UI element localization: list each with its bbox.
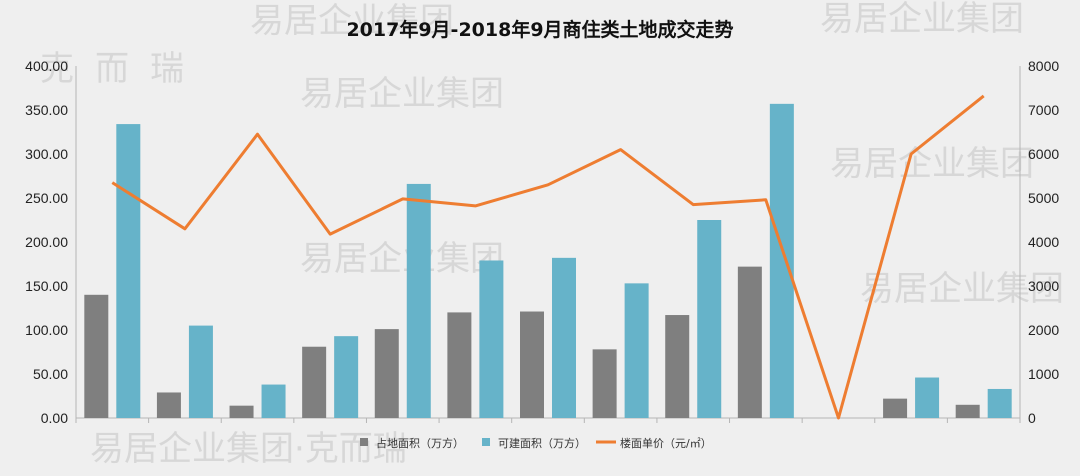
legend-label: 楼面单价（元/㎡） (620, 436, 712, 450)
bar-buildable-area (188, 325, 213, 418)
line-floor-price (111, 94, 985, 420)
y-right-tick-label: 3000 (1028, 278, 1059, 294)
watermark-text-3: 易居企业集团 (830, 144, 1034, 184)
bar-buildable-area (116, 124, 141, 418)
y-right-tick-label: 4000 (1028, 234, 1059, 250)
legend-swatch (482, 438, 490, 446)
bar-buildable-area (406, 183, 431, 418)
bar-buildable-area (334, 336, 359, 418)
watermark-text-4: 易居企业集团 (300, 239, 504, 279)
y-left-tick-label: 400.00 (25, 58, 68, 74)
y-right-tick-label: 6000 (1028, 146, 1059, 162)
bar-land-area (883, 398, 908, 418)
watermark-text-1: 易居企业集团 (250, 1, 454, 41)
bar-buildable-area (987, 388, 1012, 418)
y-left-tick-label: 250.00 (25, 190, 68, 206)
bar-buildable-area (769, 103, 794, 418)
y-left-tick-label: 100.00 (25, 322, 68, 338)
bar-buildable-area (915, 377, 940, 418)
y-right-tick-labels: 0 1000 2000 3000 4000 5000 6000 7000 8000 (1028, 58, 1059, 426)
watermark-text-5: 易居企业集团 (860, 269, 1064, 309)
bar-land-area (374, 329, 399, 418)
y-left-tick-label: 300.00 (25, 146, 68, 162)
bar-land-area (302, 346, 327, 418)
chart-title: 2017年9月-2018年9月商住类土地成交走势 (346, 18, 733, 41)
legend-label: 可建面积（万方） (498, 436, 586, 450)
y-left-tick-label: 150.00 (25, 278, 68, 294)
bar-land-area (665, 315, 690, 418)
y-right-tick-label: 2000 (1028, 322, 1059, 338)
bar-land-area (84, 294, 109, 418)
watermark-char-2: 而 (95, 49, 129, 89)
line-series (111, 94, 985, 420)
bar-buildable-area (624, 283, 649, 418)
watermark-char-1: 克 (40, 49, 74, 89)
bar-land-area (955, 404, 980, 418)
bar-buildable-area (552, 257, 576, 418)
y-right-tick-label: 5000 (1028, 190, 1059, 206)
watermark-line: 易居企业集团·克而瑞 (90, 429, 407, 469)
watermark-char-3: 瑞 (150, 49, 184, 89)
y-right-tick-label: 1000 (1028, 366, 1059, 382)
watermark-text-2: 易居企业集团 (300, 74, 504, 114)
bar-buildable-area (261, 384, 286, 418)
y-left-tick-label: 200.00 (25, 234, 68, 250)
bar-buildable-area (479, 260, 504, 418)
bar-land-area (229, 405, 254, 418)
legend: 占地面积（万方） 可建面积（万方） 楼面单价（元/㎡） (360, 436, 712, 450)
bar-land-area (592, 349, 617, 418)
bar-land-area (520, 311, 544, 418)
bar-land-area (447, 312, 472, 418)
y-right-tick-label: 0 (1028, 410, 1036, 426)
y-left-tick-label: 350.00 (25, 102, 68, 118)
y-left-tick-label: 0.00 (41, 410, 68, 426)
legend-label: 占地面积（万方） (376, 436, 464, 450)
y-left-tick-label: 50.00 (33, 366, 68, 382)
bar-series (84, 103, 1012, 418)
y-left-tick-labels: 0.00 50.00 100.00 150.00 200.00 250.00 300.00 3… (25, 58, 68, 426)
legend-swatch (360, 438, 368, 446)
bar-buildable-area (697, 220, 722, 418)
y-right-tick-label: 7000 (1028, 102, 1059, 118)
bar-land-area (737, 266, 762, 418)
bar-land-area (156, 392, 181, 418)
watermark-layer: 易居企业集团 易居企业集团 易居企业集团 易居企业集团 易居企业集团 易居企业集… (40, 0, 1064, 469)
watermark-text-6: 易居企业集团 (820, 0, 1024, 39)
y-right-tick-label: 8000 (1028, 58, 1059, 74)
